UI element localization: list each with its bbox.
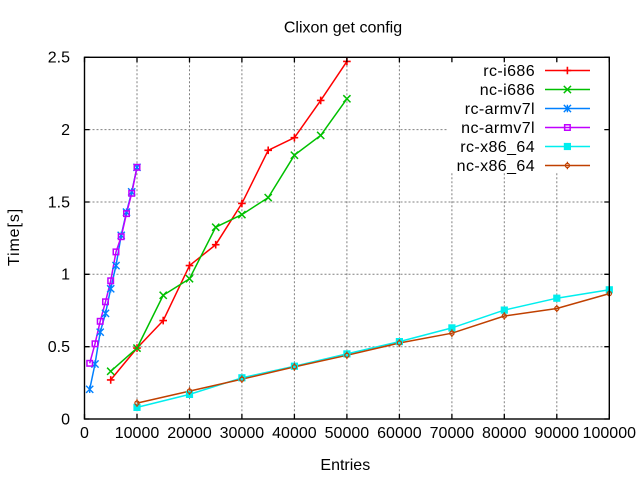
svg-text:90000: 90000 <box>535 425 580 442</box>
svg-text:rc-i686: rc-i686 <box>483 63 535 80</box>
svg-text:10000: 10000 <box>115 425 160 442</box>
svg-text:50000: 50000 <box>325 425 370 442</box>
svg-text:nc-armv7l: nc-armv7l <box>461 120 535 137</box>
svg-text:1: 1 <box>61 267 70 284</box>
svg-text:20000: 20000 <box>167 425 212 442</box>
svg-text:80000: 80000 <box>482 425 527 442</box>
svg-text:rc-armv7l: rc-armv7l <box>465 101 535 118</box>
svg-text:60000: 60000 <box>377 425 422 442</box>
svg-text:Time[s]: Time[s] <box>6 208 23 266</box>
svg-text:rc-x86_64: rc-x86_64 <box>460 139 535 156</box>
svg-text:70000: 70000 <box>430 425 475 442</box>
svg-text:0: 0 <box>80 425 89 442</box>
svg-text:1.5: 1.5 <box>48 194 70 211</box>
svg-text:nc-x86_64: nc-x86_64 <box>457 158 535 175</box>
svg-text:Entries: Entries <box>320 457 370 474</box>
svg-text:0.5: 0.5 <box>48 339 70 356</box>
svg-text:nc-i686: nc-i686 <box>480 82 535 99</box>
svg-text:Clixon get config: Clixon get config <box>284 20 402 37</box>
svg-text:2: 2 <box>61 122 70 139</box>
svg-text:0: 0 <box>61 411 70 428</box>
svg-text:100000: 100000 <box>583 425 636 442</box>
svg-text:30000: 30000 <box>220 425 265 442</box>
svg-text:2.5: 2.5 <box>48 50 70 67</box>
svg-text:40000: 40000 <box>272 425 317 442</box>
